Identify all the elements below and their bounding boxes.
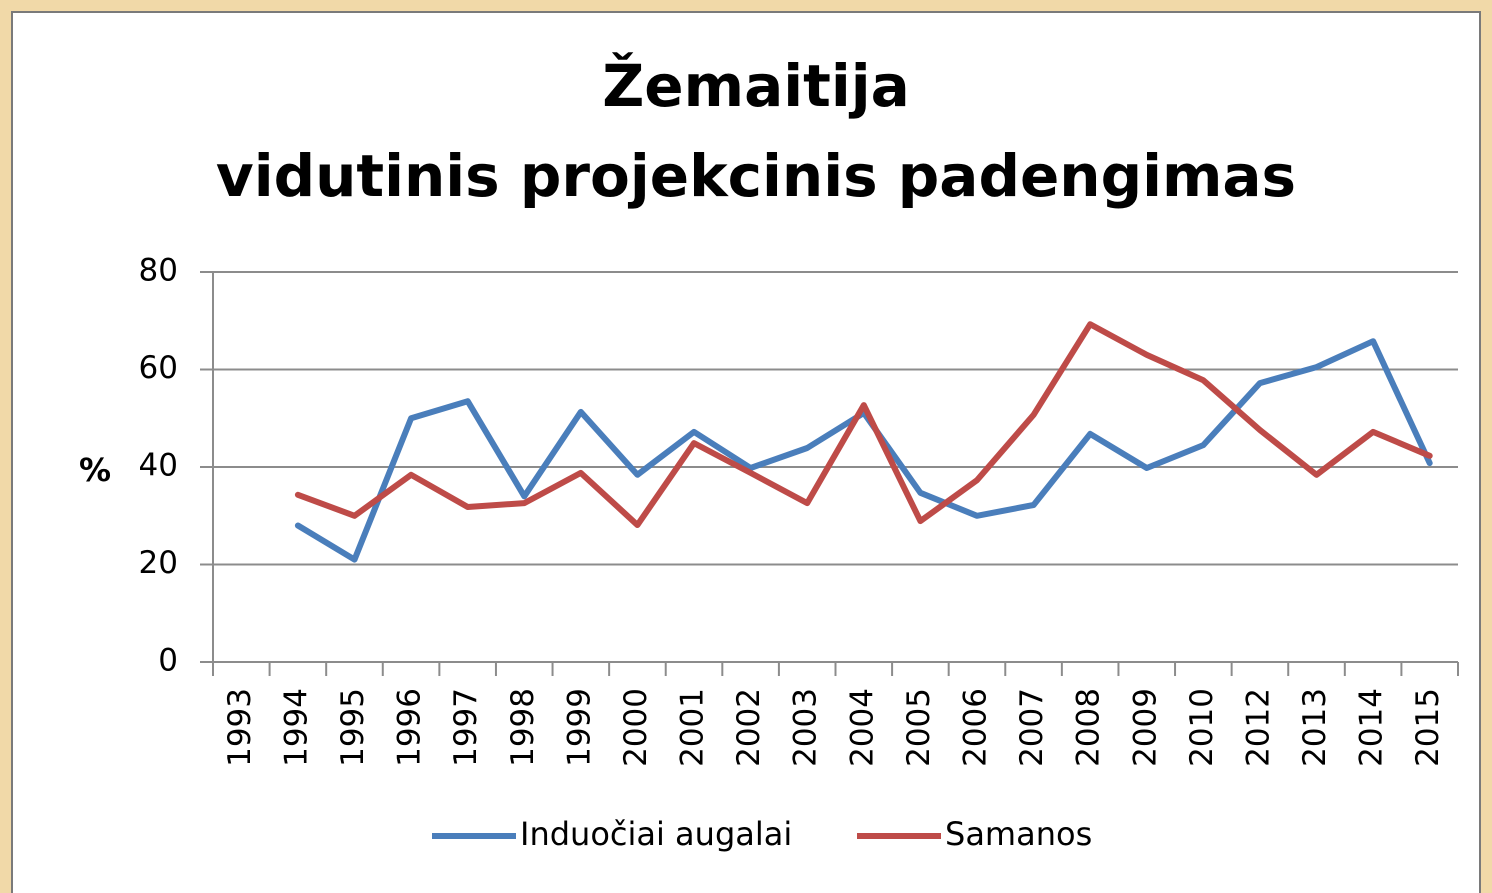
chart-title: Žemaitija bbox=[602, 51, 909, 120]
legend-label: Samanos bbox=[945, 815, 1092, 853]
x-tick-label: 2003 bbox=[788, 688, 824, 767]
y-tick-label: 60 bbox=[139, 350, 178, 386]
y-tick-label: 40 bbox=[139, 448, 178, 484]
x-tick-label: 2004 bbox=[844, 688, 880, 767]
x-tick-label: 2012 bbox=[1240, 688, 1276, 767]
x-tick-label: 2005 bbox=[901, 688, 937, 767]
chart-title: vidutinis projekcinis padengimas bbox=[216, 142, 1296, 210]
x-tick-label: 1996 bbox=[392, 688, 428, 767]
x-tick-label: 1994 bbox=[278, 688, 314, 767]
y-tick-label: 20 bbox=[139, 545, 178, 581]
x-tick-label: 2009 bbox=[1127, 688, 1163, 767]
x-tick-label: 1998 bbox=[505, 688, 541, 767]
x-tick-label: 2010 bbox=[1184, 688, 1220, 767]
y-tick-label: 80 bbox=[139, 253, 178, 289]
plot-panel bbox=[11, 11, 1481, 893]
x-tick-label: 2001 bbox=[675, 688, 711, 767]
x-tick-label: 2007 bbox=[1014, 688, 1050, 767]
x-tick-label: 2002 bbox=[731, 688, 767, 767]
x-tick-label: 2014 bbox=[1354, 688, 1390, 767]
x-tick-label: 2006 bbox=[957, 688, 993, 767]
x-tick-label: 1993 bbox=[222, 688, 258, 767]
x-tick-label: 2008 bbox=[1071, 688, 1107, 767]
y-axis-label: % bbox=[79, 451, 111, 489]
x-tick-label: 2013 bbox=[1297, 688, 1333, 767]
series-line bbox=[294, 321, 1433, 528]
x-tick-label: 2015 bbox=[1410, 688, 1446, 767]
x-tick-label: 1999 bbox=[561, 688, 597, 767]
series-line bbox=[294, 338, 1433, 563]
y-tick-label: 0 bbox=[158, 643, 178, 679]
x-tick-label: 1997 bbox=[448, 688, 484, 767]
legend-label: Induočiai augalai bbox=[520, 815, 792, 853]
x-tick-label: 1995 bbox=[335, 688, 371, 767]
x-tick-label: 2000 bbox=[618, 688, 654, 767]
